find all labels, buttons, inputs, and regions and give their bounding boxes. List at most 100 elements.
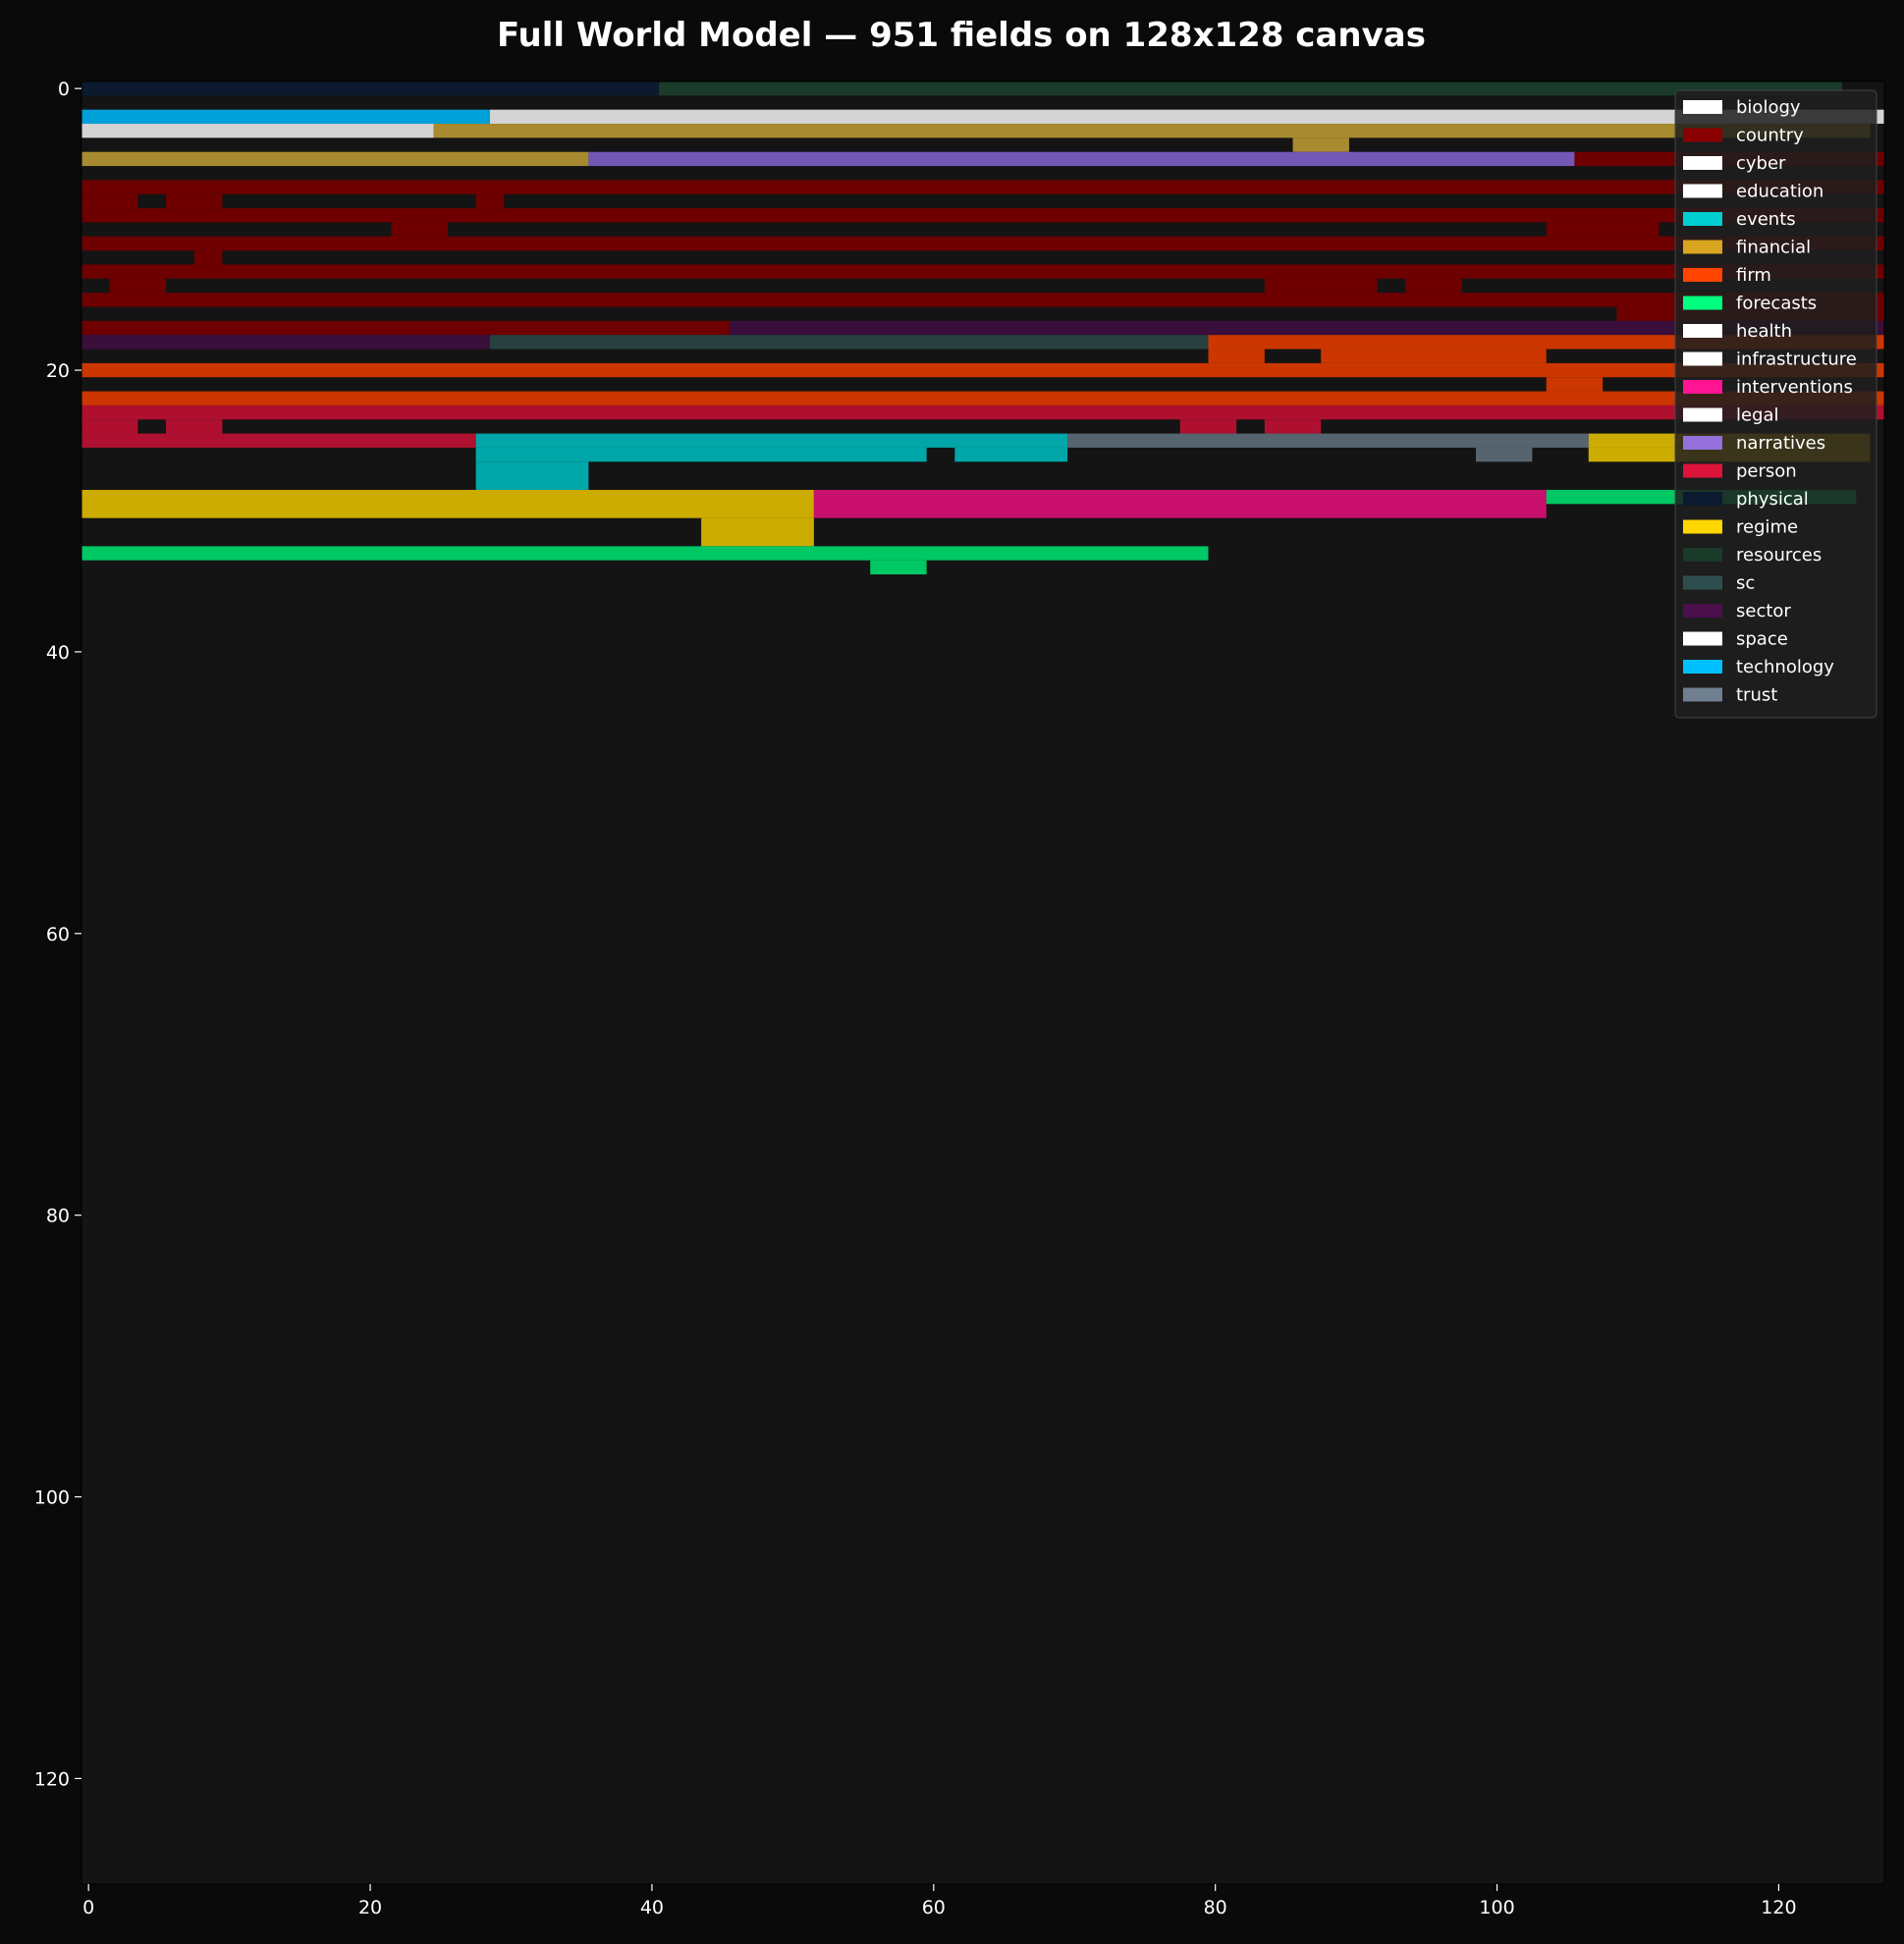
- legend-label-regime: regime: [1736, 517, 1798, 538]
- legend-swatch-trust: [1683, 687, 1722, 702]
- y-tick-label-2: 40: [46, 642, 70, 664]
- cell-country-23: [82, 293, 1884, 307]
- legend-label-forecasts: forecasts: [1736, 294, 1817, 314]
- legend-label-health: health: [1736, 321, 1792, 342]
- cell-forecasts-53: [82, 546, 1209, 561]
- cell-country-16: [1546, 222, 1659, 237]
- legend-swatch-regime: [1683, 519, 1722, 534]
- legend-label-space: space: [1736, 629, 1788, 650]
- cell-person-37: [166, 419, 223, 434]
- legend-swatch-sc: [1683, 575, 1722, 590]
- cell-firm-33: [1546, 377, 1604, 392]
- legend-swatch-physical: [1683, 492, 1722, 506]
- cell-sector-27: [82, 335, 490, 350]
- legend-label-biology: biology: [1736, 97, 1801, 118]
- legend-swatch-firm: [1683, 268, 1722, 282]
- y-tick-label-6: 120: [34, 1768, 70, 1790]
- cell-financial-5: [433, 124, 1871, 138]
- cell-country-21: [1264, 278, 1378, 294]
- legend-swatch-country: [1683, 128, 1722, 142]
- legend-label-events: events: [1736, 209, 1796, 230]
- cell-person-36: [82, 419, 138, 434]
- legend-swatch-person: [1683, 463, 1722, 478]
- x-tick-label-4: 80: [1204, 1897, 1227, 1918]
- cell-sector-26: [729, 320, 1884, 336]
- x-tick-label-2: 40: [640, 1897, 664, 1918]
- cell-events-45: [954, 447, 1068, 462]
- cell-person-39: [1264, 419, 1322, 434]
- cell-country-18: [193, 250, 223, 265]
- cell-firm-30: [1208, 349, 1265, 363]
- cell-technology-2: [82, 109, 490, 125]
- x-tick-label-5: 100: [1479, 1897, 1514, 1918]
- cell-country-17: [82, 236, 1884, 251]
- cell-events-41: [475, 433, 1068, 448]
- legend-label-country: country: [1736, 126, 1804, 146]
- cell-resources-1: [659, 81, 1842, 96]
- cell-firm-32: [82, 362, 1884, 378]
- legend-label-cyber: cyber: [1736, 153, 1786, 174]
- legend-label-sector: sector: [1736, 601, 1791, 621]
- legend-swatch-interventions: [1683, 380, 1722, 394]
- cell-sc-28: [489, 335, 1209, 350]
- plot-frame: [81, 81, 1885, 1885]
- cell-person-38: [1179, 419, 1237, 434]
- cell-events-44: [475, 447, 927, 462]
- y-tick-label-3: 60: [46, 924, 70, 945]
- x-tick-label-1: 20: [358, 1897, 382, 1918]
- legend-label-resources: resources: [1736, 545, 1822, 566]
- cell-country-20: [109, 278, 167, 294]
- legend-swatch-infrastructure: [1683, 351, 1722, 366]
- cell-financial-7: [82, 151, 589, 167]
- heatmap-cells: [82, 81, 1884, 575]
- cell-firm-34: [82, 391, 1884, 405]
- legend-swatch-resources: [1683, 548, 1722, 562]
- legend-swatch-technology: [1683, 660, 1722, 674]
- cell-cyber-3: [489, 109, 1884, 125]
- x-tick-label-0: 0: [82, 1897, 94, 1918]
- legend-label-firm: firm: [1736, 265, 1771, 286]
- cell-country-12: [166, 193, 223, 209]
- cell-person-35: [82, 405, 1884, 420]
- cell-trust-42: [1067, 433, 1589, 448]
- y-axis: 0 20 40 60 80 100 120: [34, 79, 82, 1790]
- legend-label-narratives: narratives: [1736, 433, 1825, 454]
- cell-interventions-50: [813, 489, 1547, 518]
- y-tick-label-5: 100: [34, 1487, 70, 1509]
- x-axis: 0 20 40 60 80 100 120: [82, 1884, 1797, 1918]
- legend-swatch-legal: [1683, 407, 1722, 422]
- cell-physical-0: [82, 81, 660, 96]
- legend-swatch-health: [1683, 324, 1722, 338]
- legend-swatch-narratives: [1683, 436, 1722, 450]
- y-tick-label-1: 20: [46, 360, 70, 382]
- legend-label-financial: financial: [1736, 238, 1811, 258]
- cell-person-40: [82, 433, 476, 448]
- cell-country-10: [82, 180, 1884, 194]
- legend-label-infrastructure: infrastructure: [1736, 350, 1857, 370]
- legend-label-person: person: [1736, 461, 1797, 482]
- legend-label-education: education: [1736, 182, 1823, 202]
- cell-regime-52: [701, 517, 814, 547]
- legend: biology country cyber education events financ…: [1674, 89, 1877, 719]
- legend-label-legal: legal: [1736, 405, 1779, 426]
- legend-swatch-cyber: [1683, 156, 1722, 170]
- cell-country-22: [1405, 278, 1462, 294]
- legend-box: [1674, 89, 1877, 719]
- y-tick-label-4: 80: [46, 1206, 70, 1227]
- cell-trust-46: [1476, 447, 1533, 462]
- y-tick-label-0: 0: [58, 79, 70, 100]
- x-tick-label-6: 120: [1761, 1897, 1796, 1918]
- cell-education-4: [82, 124, 434, 138]
- cell-financial-6: [1292, 137, 1349, 152]
- cell-country-25: [82, 320, 730, 336]
- legend-label-sc: sc: [1736, 573, 1755, 594]
- cell-country-15: [391, 222, 448, 237]
- cell-country-19: [82, 264, 1884, 279]
- legend-swatch-events: [1683, 212, 1722, 226]
- legend-swatch-space: [1683, 631, 1722, 646]
- cell-regime-49: [82, 489, 814, 518]
- cell-country-13: [475, 193, 505, 209]
- cell-firm-31: [1321, 349, 1547, 363]
- legend-label-interventions: interventions: [1736, 377, 1853, 398]
- cell-country-14: [82, 208, 1884, 223]
